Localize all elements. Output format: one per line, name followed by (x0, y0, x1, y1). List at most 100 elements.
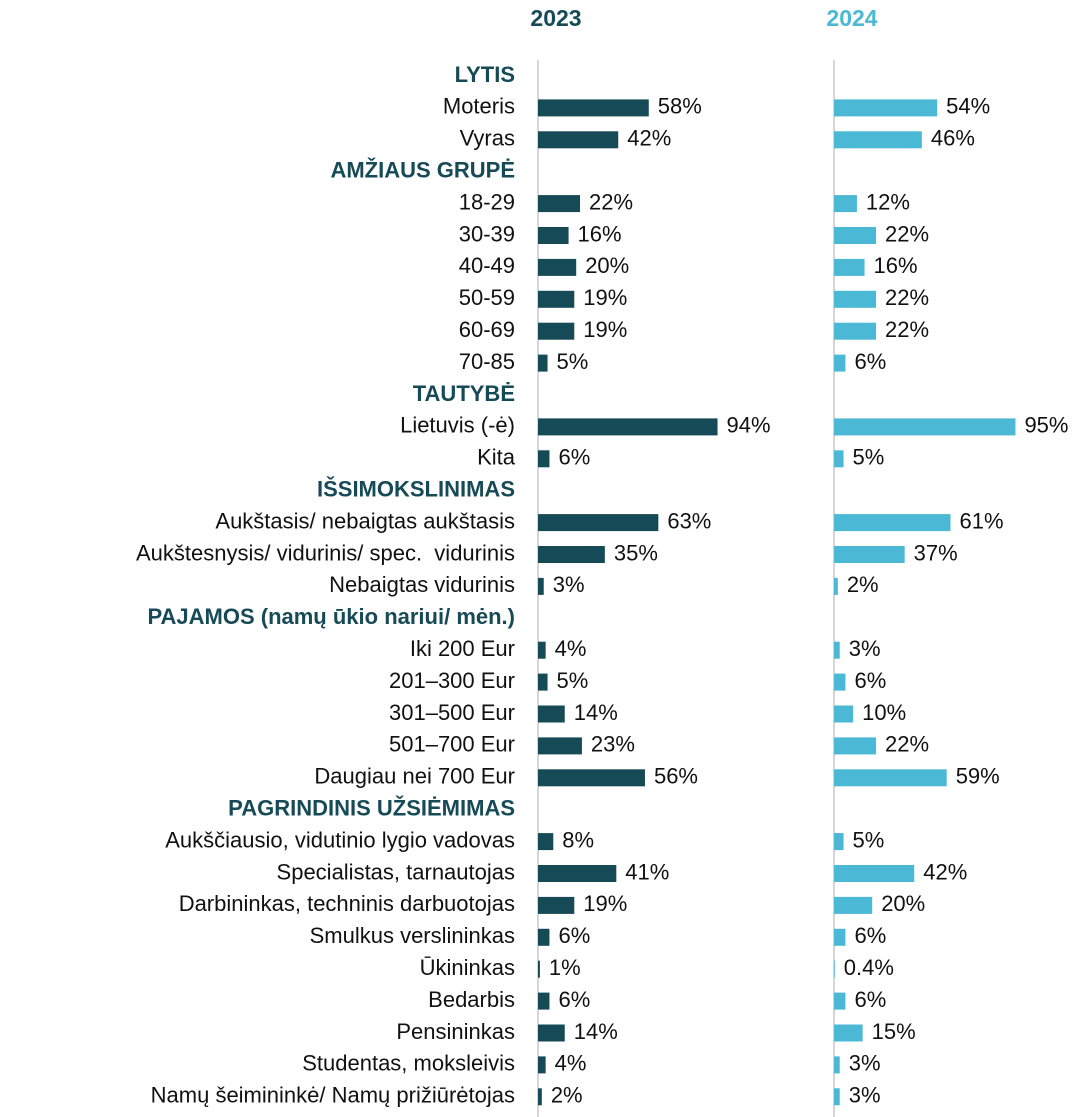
group-header: PAGRINDINIS UŽSIĖMIMAS (228, 796, 515, 821)
bar (834, 418, 1016, 436)
bar (538, 641, 546, 659)
value-label: 3% (849, 1083, 881, 1108)
bar (834, 1056, 840, 1074)
category-label: Studentas, moksleivis (302, 1051, 515, 1076)
category-label: Ūkininkas (420, 955, 515, 980)
category-label: Moteris (443, 94, 515, 119)
group-header: IŠSIMOKSLINIMAS (317, 477, 515, 502)
bar (834, 577, 838, 595)
bar (834, 99, 938, 117)
value-label: 22% (885, 317, 929, 342)
legend-year: 2024 (826, 5, 877, 31)
value-label: 56% (654, 764, 698, 789)
bar (834, 354, 846, 372)
category-label: 201–300 Eur (389, 668, 515, 693)
category-label: Bedarbis (428, 987, 515, 1012)
value-label: 23% (591, 732, 635, 757)
category-label: Darbininkas, techninis darbuotojas (179, 891, 515, 916)
bar (538, 99, 649, 117)
value-label: 94% (727, 413, 771, 438)
group-header: AMŽIAUS GRUPĖ (330, 158, 515, 183)
bar (538, 769, 645, 787)
category-label: 30-39 (459, 221, 515, 246)
value-label: 5% (557, 349, 589, 374)
value-label: 19% (583, 891, 627, 916)
category-label: 18-29 (459, 189, 515, 214)
bar (538, 227, 569, 244)
bar (538, 577, 544, 595)
value-label: 4% (555, 1051, 587, 1076)
group-header: TAUTYBĖ (413, 381, 515, 406)
bar (834, 546, 905, 563)
value-label: 5% (557, 668, 589, 693)
value-label: 3% (849, 636, 881, 661)
value-label: 16% (578, 221, 622, 246)
value-label: 59% (956, 764, 1000, 789)
bar (538, 928, 550, 946)
category-label: Specialistas, tarnautojas (277, 859, 515, 884)
bar (538, 258, 577, 276)
bar (538, 418, 718, 436)
bar (834, 896, 873, 914)
category-label: 60-69 (459, 317, 515, 342)
category-label: Kita (477, 445, 516, 470)
category-label: Aukštesnysis/ vidurinis/ spec. vidurinis (136, 540, 515, 565)
bar (538, 1056, 546, 1074)
value-label: 16% (874, 253, 918, 278)
value-label: 2% (551, 1083, 583, 1108)
value-label: 12% (866, 189, 910, 214)
value-label: 6% (558, 987, 590, 1012)
category-label: Daugiau nei 700 Eur (314, 764, 515, 789)
value-label: 2% (847, 572, 879, 597)
bar (538, 195, 581, 213)
value-label: 58% (658, 94, 702, 119)
value-label: 35% (614, 540, 658, 565)
value-label: 61% (960, 508, 1004, 533)
bar (834, 992, 846, 1010)
bar (834, 960, 835, 978)
value-label: 14% (574, 700, 618, 725)
bar (538, 705, 565, 723)
category-label: 50-59 (459, 285, 515, 310)
category-label: Smulkus verslininkas (310, 923, 515, 948)
value-label: 22% (589, 189, 633, 214)
category-label: 501–700 Eur (389, 732, 515, 757)
value-label: 1% (549, 955, 581, 980)
bar (834, 258, 865, 276)
bar (834, 450, 844, 468)
value-label: 3% (553, 572, 585, 597)
bar (834, 769, 947, 787)
bar (834, 833, 844, 851)
category-label: 70-85 (459, 349, 515, 374)
bar (538, 896, 575, 914)
bar (834, 322, 877, 340)
category-label: Aukščiausio, vidutinio lygio vadovas (165, 827, 515, 852)
bar (834, 514, 951, 532)
bar (834, 928, 846, 946)
value-label: 19% (583, 317, 627, 342)
value-label: 95% (1024, 413, 1068, 438)
value-label: 10% (862, 700, 906, 725)
bar (834, 1024, 863, 1042)
value-label: 6% (854, 987, 886, 1012)
value-label: 6% (854, 923, 886, 948)
category-label: Nebaigtas vidurinis (329, 572, 515, 597)
value-label: 8% (562, 827, 594, 852)
value-label: 19% (583, 285, 627, 310)
bar (538, 833, 554, 851)
value-label: 5% (853, 827, 885, 852)
value-label: 3% (849, 1051, 881, 1076)
bar (834, 641, 840, 659)
bar (834, 737, 877, 755)
category-label: Aukštasis/ nebaigtas aukštasis (215, 508, 515, 533)
category-label: 301–500 Eur (389, 700, 515, 725)
bar (538, 450, 550, 468)
value-label: 22% (885, 732, 929, 757)
bar (538, 865, 617, 882)
value-label: 63% (667, 508, 711, 533)
bar (538, 1088, 542, 1106)
bar (538, 737, 582, 755)
value-label: 14% (574, 1019, 618, 1044)
bar (834, 705, 854, 723)
value-label: 22% (885, 285, 929, 310)
